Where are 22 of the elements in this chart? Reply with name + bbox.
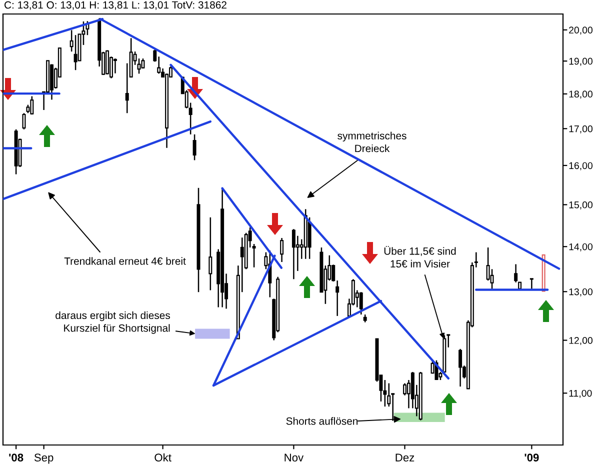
y-tick-label: 11,00 xyxy=(569,390,592,398)
y-tick-label: 15,00 xyxy=(569,201,593,210)
annotation: daraus ergibt sich dieses Kursziel für Shortsignal xyxy=(56,311,170,334)
x-tick-label: Sep xyxy=(34,454,54,464)
y-tick-label: 18,00 xyxy=(569,90,593,99)
annotation: Trendkanal erneut 4€ breit xyxy=(64,257,186,265)
y-tick-label: 12,00 xyxy=(569,337,593,346)
annotation: Über 11,5€ sind 15€ im Visier xyxy=(384,246,456,268)
y-tick-label: 17,00 xyxy=(569,125,593,134)
y-tick-label: 14,00 xyxy=(569,243,593,252)
y-tick-label: 16,00 xyxy=(569,162,593,170)
annotation: symmetrisches Dreieck xyxy=(338,132,406,152)
x-tick-label: '08 xyxy=(9,454,24,462)
x-tick-label: Dez xyxy=(396,454,414,462)
y-tick-label: 13,00 xyxy=(569,288,593,296)
y-tick-label: 19,00 xyxy=(569,58,593,66)
x-tick-label: Okt xyxy=(154,453,172,462)
chart-title: C: 13,81 O: 13,01 H: 13,81 L: 13,01 TotV: 31862 xyxy=(4,1,226,10)
annotation: Shorts auflösen xyxy=(286,417,358,425)
x-tick-label: Nov xyxy=(284,454,304,462)
x-tick-label: '09 xyxy=(524,454,539,462)
y-tick-label: 20,00 xyxy=(569,26,593,35)
